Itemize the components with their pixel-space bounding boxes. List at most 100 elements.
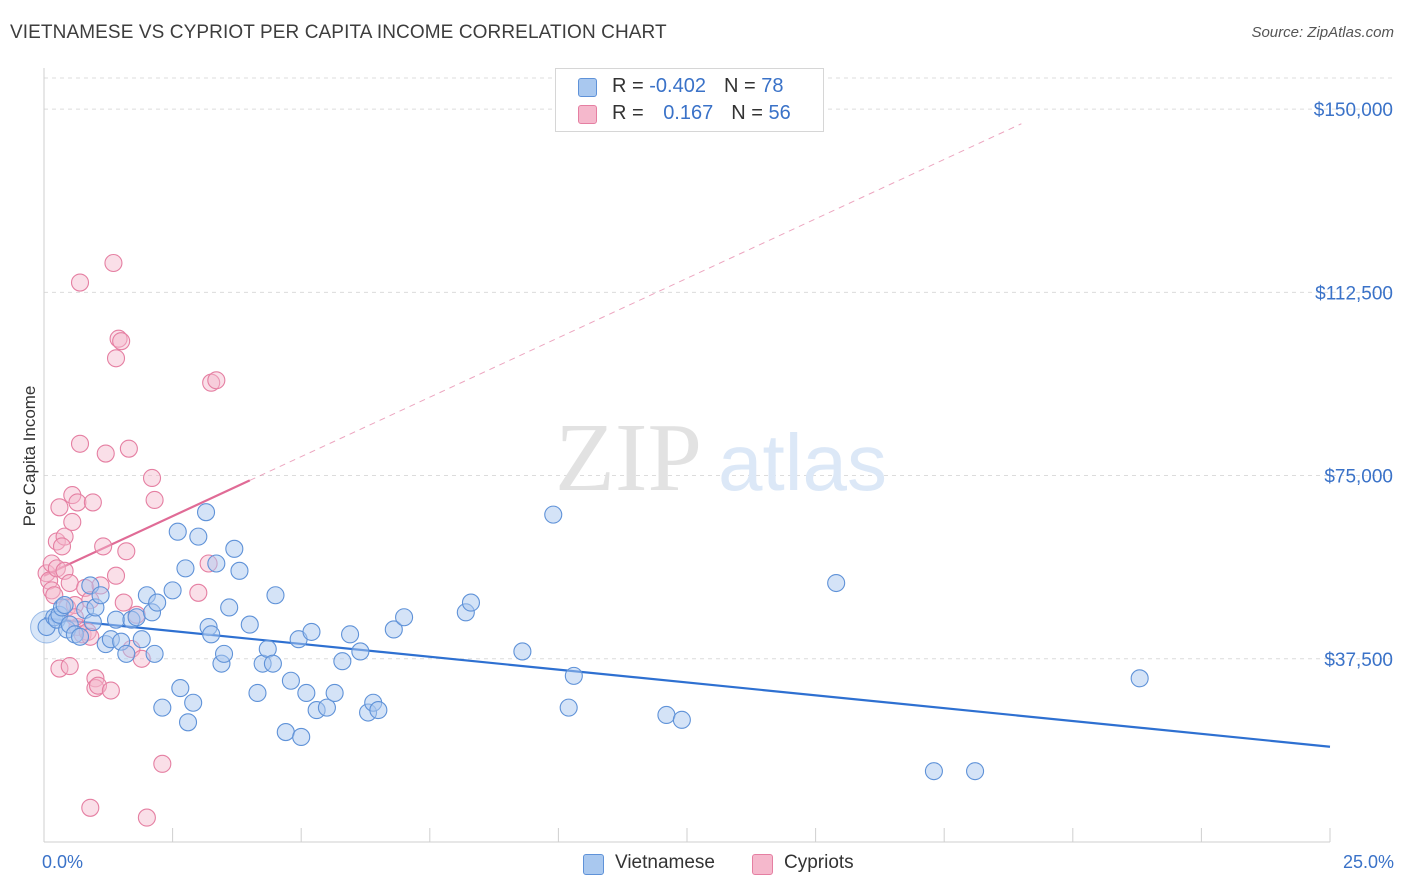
y-tick-label-0: $37,500 — [1324, 650, 1393, 671]
point-vietnamese-50 — [276, 723, 295, 742]
point-cypriots-17 — [68, 493, 87, 512]
point-vietnamese-21 — [127, 608, 146, 627]
point-vietnamese-37 — [202, 625, 221, 644]
chart-source: Source: ZipAtlas.com — [1251, 24, 1394, 41]
point-vietnamese-53 — [292, 727, 311, 746]
point-cypriots-20 — [70, 273, 90, 292]
legend-r-label: R = — [612, 102, 650, 124]
point-vietnamese-38 — [207, 554, 226, 573]
data-points — [30, 253, 1149, 827]
y-tick-label-2: $112,500 — [1315, 283, 1393, 304]
point-cypriots-7 — [50, 498, 69, 517]
point-vietnamese-44 — [240, 615, 259, 634]
point-vietnamese-71 — [559, 698, 578, 717]
point-cypriots-13 — [60, 657, 79, 676]
point-cypriots-35 — [106, 566, 126, 585]
point-cypriots-48 — [153, 754, 172, 773]
point-vietnamese-76 — [924, 762, 943, 781]
point-vietnamese-19 — [117, 644, 136, 663]
point-cypriots-40 — [117, 542, 136, 561]
y-tick-labels: $37,500 $75,000 $112,500 $150,000 — [1314, 100, 1393, 671]
legend-r-label: R = — [612, 75, 650, 97]
point-vietnamese-48 — [263, 654, 282, 673]
stats-legend: R = -0.402 N = 78 R = 0.167 N = 56 — [555, 68, 824, 132]
x-tick-label-min: 0.0% — [42, 852, 84, 872]
point-vietnamese-29 — [168, 522, 187, 541]
point-cypriots-12 — [60, 573, 79, 593]
point-cypriots-49 — [189, 583, 208, 602]
legend-r-value-vietnamese: -0.402 — [649, 75, 706, 97]
point-vietnamese-35 — [196, 503, 216, 522]
axes — [43, 68, 1331, 843]
legend-swatch-cypriots — [752, 854, 773, 875]
watermark-atlas: atlas — [718, 418, 887, 507]
point-cypriots-47 — [145, 490, 164, 510]
point-vietnamese-55 — [302, 622, 321, 641]
point-vietnamese-5 — [55, 595, 74, 615]
legend-swatch-cypriots — [578, 105, 597, 124]
point-vietnamese-28 — [163, 581, 182, 600]
point-cypriots-37 — [109, 329, 128, 348]
point-vietnamese-73 — [657, 705, 676, 725]
legend-swatch-vietnamese — [583, 854, 604, 875]
y-tick-label-3: $150,000 — [1314, 100, 1393, 121]
point-vietnamese-54 — [297, 683, 316, 703]
point-cypriots-33 — [101, 681, 120, 700]
point-vietnamese-26 — [148, 593, 167, 612]
point-cypriots-0 — [37, 564, 56, 583]
point-vietnamese-51 — [281, 671, 300, 690]
point-vietnamese-72 — [564, 666, 583, 685]
legend-label-vietnamese: Vietnamese — [615, 852, 715, 873]
y-tick-label-1: $75,000 — [1324, 467, 1393, 488]
point-vietnamese-64 — [369, 701, 388, 720]
point-vietnamese-77 — [966, 762, 985, 781]
point-vietnamese-68 — [461, 593, 481, 612]
point-vietnamese-61 — [351, 642, 370, 661]
point-vietnamese-14 — [91, 586, 110, 605]
point-vietnamese-12 — [83, 613, 102, 632]
legend-swatch-vietnamese — [578, 78, 597, 97]
point-cypriots-36 — [106, 349, 126, 368]
point-cypriots-41 — [119, 439, 138, 458]
point-cypriots-25 — [81, 798, 100, 817]
point-vietnamese-43 — [230, 561, 249, 580]
point-vietnamese-65 — [384, 620, 403, 639]
point-cypriots-51 — [202, 373, 221, 392]
point-vietnamese-74 — [672, 710, 691, 729]
watermark-zip: ZIP — [555, 404, 702, 512]
point-cypriots-53 — [52, 537, 72, 556]
point-cypriots-15 — [63, 512, 82, 532]
point-vietnamese-78 — [1130, 669, 1149, 688]
point-cypriots-32 — [96, 444, 115, 463]
point-vietnamese-30 — [171, 679, 190, 698]
point-cypriots-39 — [114, 593, 133, 612]
point-vietnamese-9 — [70, 627, 90, 646]
trend-lines — [43, 123, 1331, 748]
point-vietnamese-32 — [178, 713, 198, 732]
watermark: ZIP atlas — [555, 404, 887, 512]
point-cypriots-28 — [86, 679, 105, 698]
point-vietnamese-40 — [214, 644, 234, 663]
point-vietnamese-75 — [827, 573, 846, 593]
point-vietnamese-57 — [317, 698, 336, 717]
point-vietnamese-31 — [176, 559, 195, 578]
legend-n-label: N = — [723, 75, 762, 97]
legend-n-value-vietnamese: 78 — [761, 75, 784, 97]
point-vietnamese-33 — [184, 693, 203, 712]
point-vietnamese-66 — [395, 608, 414, 627]
point-vietnamese-27 — [153, 698, 172, 717]
point-vietnamese-42 — [225, 539, 244, 558]
trend-line-vietnamese — [43, 617, 1331, 748]
point-cypriots-46 — [142, 468, 162, 488]
point-vietnamese-49 — [266, 586, 285, 605]
point-vietnamese-34 — [189, 527, 208, 546]
point-cypriots-26 — [83, 493, 102, 512]
legend-n-label: N = — [731, 102, 769, 124]
legend-label-cypriots: Cypriots — [784, 852, 854, 873]
trend-line-cypriots — [43, 479, 251, 577]
x-tick-label-max: 25.0% — [1342, 852, 1394, 872]
series-legend: Vietnamese Cypriots — [0, 852, 1406, 878]
point-vietnamese-58 — [325, 683, 344, 703]
point-vietnamese-45 — [248, 683, 267, 703]
